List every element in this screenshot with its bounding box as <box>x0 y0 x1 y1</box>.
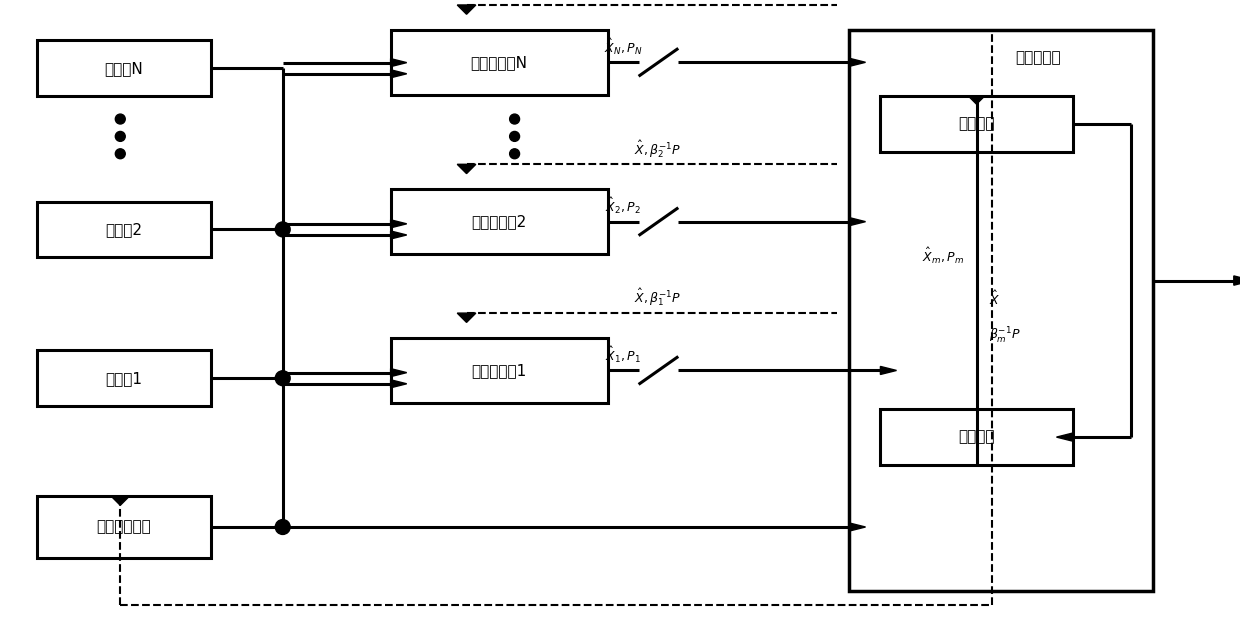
Bar <box>391 30 608 95</box>
Text: 局部滤波器2: 局部滤波器2 <box>471 214 527 229</box>
Circle shape <box>275 371 290 386</box>
Polygon shape <box>849 58 866 66</box>
Text: $\beta_m^{-1}P$: $\beta_m^{-1}P$ <box>990 326 1021 347</box>
Polygon shape <box>880 366 897 374</box>
Circle shape <box>115 131 125 141</box>
Text: 时间递推: 时间递推 <box>959 430 994 445</box>
Polygon shape <box>458 5 476 14</box>
Bar <box>880 96 1073 152</box>
Bar <box>391 338 608 403</box>
Polygon shape <box>458 313 476 322</box>
Polygon shape <box>849 523 866 531</box>
Text: 最优融合: 最优融合 <box>959 117 994 131</box>
Text: $\hat{X}$: $\hat{X}$ <box>990 290 1001 308</box>
Bar <box>391 189 608 254</box>
Text: $\hat{X}_2,P_2$: $\hat{X}_2,P_2$ <box>605 196 641 216</box>
Bar <box>37 350 211 406</box>
Text: 子系统2: 子系统2 <box>105 222 143 237</box>
Bar <box>37 496 211 558</box>
Circle shape <box>510 131 520 141</box>
Circle shape <box>115 114 125 124</box>
Circle shape <box>510 114 520 124</box>
Circle shape <box>275 520 290 534</box>
Text: 局部滤波器N: 局部滤波器N <box>471 55 527 70</box>
Polygon shape <box>1234 276 1240 285</box>
Text: $\hat{X}_m,P_m$: $\hat{X}_m,P_m$ <box>923 246 965 266</box>
Bar <box>849 30 1153 591</box>
Text: $\hat{X}_N,P_N$: $\hat{X}_N,P_N$ <box>604 37 642 57</box>
Text: $\hat{X},\beta_2^{-1}P$: $\hat{X},\beta_2^{-1}P$ <box>635 138 682 159</box>
Text: 局部滤波器1: 局部滤波器1 <box>471 363 527 378</box>
Text: $\hat{X},\beta_1^{-1}P$: $\hat{X},\beta_1^{-1}P$ <box>635 287 682 308</box>
Polygon shape <box>458 164 476 174</box>
Polygon shape <box>391 231 407 239</box>
Circle shape <box>510 149 520 159</box>
Text: 全局滤波器: 全局滤波器 <box>1016 50 1060 65</box>
Polygon shape <box>391 379 407 388</box>
Text: 公共参考系统: 公共参考系统 <box>97 520 151 534</box>
Polygon shape <box>391 219 407 228</box>
Polygon shape <box>391 59 407 66</box>
Polygon shape <box>1056 433 1073 441</box>
Text: 子系统N: 子系统N <box>104 61 144 76</box>
Polygon shape <box>112 496 130 505</box>
Polygon shape <box>391 368 407 376</box>
Polygon shape <box>391 70 407 78</box>
Text: 子系统1: 子系统1 <box>105 371 143 386</box>
Bar <box>880 409 1073 465</box>
Text: $\hat{X}_1,P_1$: $\hat{X}_1,P_1$ <box>605 345 641 365</box>
Circle shape <box>275 222 290 237</box>
Bar <box>37 202 211 257</box>
Polygon shape <box>968 96 985 104</box>
Circle shape <box>115 149 125 159</box>
Bar <box>37 40 211 96</box>
Polygon shape <box>849 218 866 226</box>
